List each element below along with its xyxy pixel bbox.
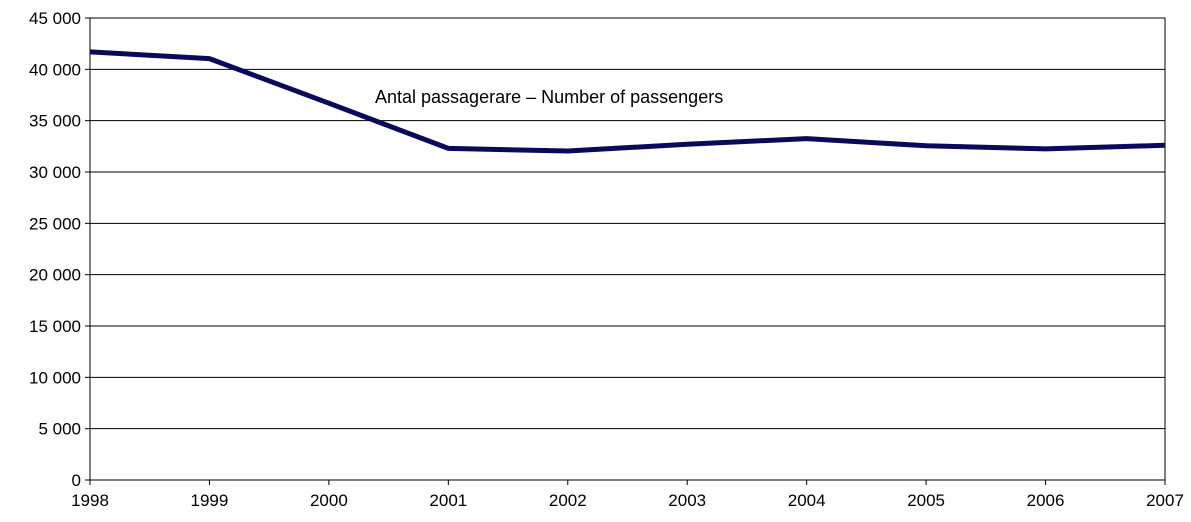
y-axis-ticks: 0 5 000 10 000 15 000 20 000 25 000 30 000 35 0… [29, 9, 90, 490]
x-tick-label: 2003 [668, 491, 706, 510]
y-tick-label: 40 000 [29, 60, 81, 79]
y-tick-label: 45 000 [29, 9, 81, 28]
x-axis-ticks: 1998 1999 2000 2001 2002 2003 2004 2005 2006 2007 [71, 480, 1184, 510]
plot-area-frame [89, 17, 1166, 481]
y-tick-label: 0 [72, 471, 81, 490]
y-tick-label: 15 000 [29, 317, 81, 336]
x-tick-label: 2002 [549, 491, 587, 510]
y-tick-label: 20 000 [29, 266, 81, 285]
x-tick-label: 2001 [429, 491, 467, 510]
x-tick-label: 2004 [788, 491, 826, 510]
x-tick-label: 2007 [1146, 491, 1184, 510]
y-tick-label: 10 000 [29, 368, 81, 387]
x-tick-label: 2005 [907, 491, 945, 510]
series-line [89, 49, 1166, 154]
gridlines [90, 68, 1165, 430]
x-tick-label: 2006 [1027, 491, 1065, 510]
x-tick-label: 1998 [71, 491, 109, 510]
x-tick-label: 1999 [191, 491, 229, 510]
x-tick-label: 2000 [310, 491, 348, 510]
series-label: Antal passagerare – Number of passengers [375, 87, 723, 107]
y-tick-label: 30 000 [29, 163, 81, 182]
series-layer [89, 49, 1166, 154]
y-tick-label: 35 000 [29, 112, 81, 131]
y-tick-label: 25 000 [29, 214, 81, 233]
y-tick-label: 5 000 [38, 420, 81, 439]
